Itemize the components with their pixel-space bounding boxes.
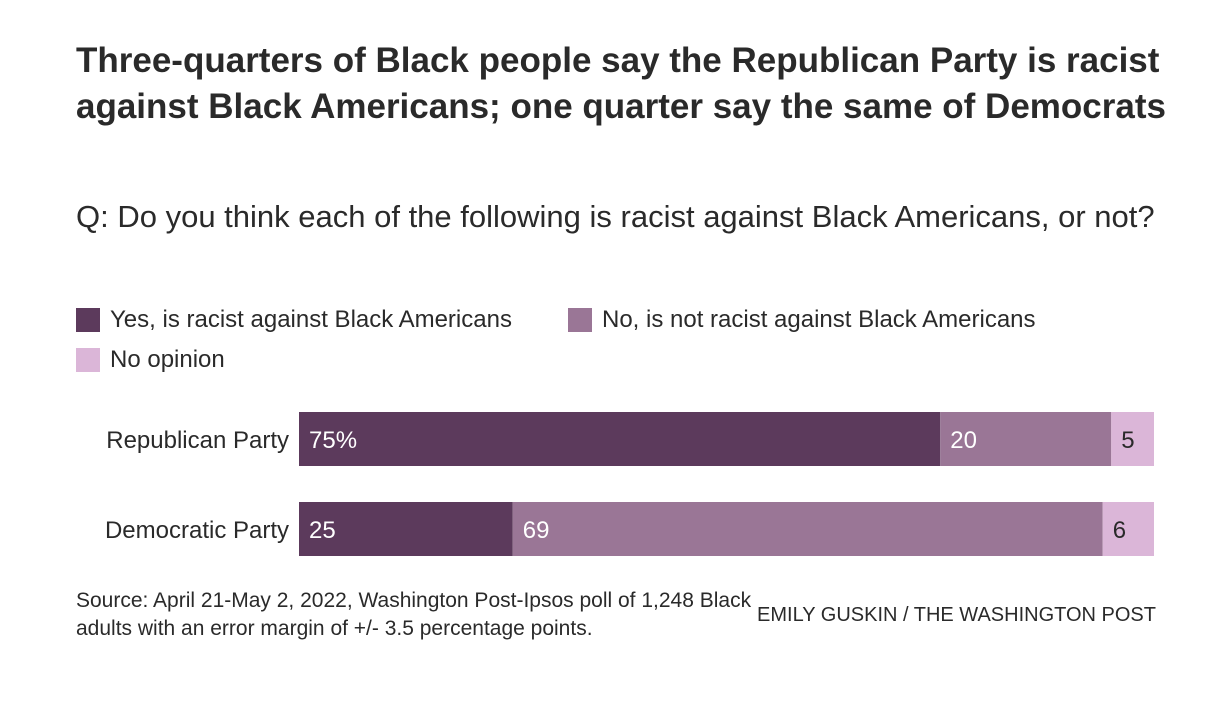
legend-swatch-yes <box>76 308 100 332</box>
bar-segment-republican-party-series-0 <box>299 412 941 466</box>
data-label-democratic-party-series-0: 25 <box>309 517 336 544</box>
chart-svg: Republican Party 75% 20 5 Democratic Party 25… <box>105 412 1154 556</box>
bar-segment-democratic-party-series-2 <box>1102 502 1154 556</box>
legend-item-no: No, is not racist against Black American… <box>568 306 1036 334</box>
legend-label-no: No, is not racist against Black American… <box>602 306 1036 333</box>
bar-segment-democratic-party-series-0 <box>299 502 513 556</box>
legend-label-yes: Yes, is racist against Black Americans <box>110 306 512 333</box>
chart-subtitle: Q: Do you think each of the following is… <box>76 199 1155 234</box>
bar-segment-republican-party-series-2 <box>1111 412 1154 466</box>
data-label-democratic-party-series-2: 6 <box>1113 517 1126 544</box>
data-label-democratic-party-series-1: 69 <box>523 517 550 544</box>
data-label-republican-party-series-0: 75% <box>309 427 357 454</box>
legend-item-no-opinion: No opinion <box>76 346 225 374</box>
legend-item-yes: Yes, is racist against Black Americans <box>76 306 512 334</box>
data-label-republican-party-series-1: 20 <box>950 427 977 454</box>
data-label-republican-party-series-2: 5 <box>1121 427 1134 454</box>
legend-swatch-no <box>568 308 592 332</box>
category-label-republican-party: Republican Party <box>106 427 289 454</box>
source-note: Source: April 21-May 2, 2022, Washington… <box>76 589 752 640</box>
legend-label-no-opinion: No opinion <box>110 346 225 373</box>
stacked-bar-chart: Republican Party 75% 20 5 Democratic Party 25… <box>0 400 1216 570</box>
credit-line: EMILY GUSKIN / THE WASHINGTON POST <box>757 604 1156 626</box>
category-label-democratic-party: Democratic Party <box>105 517 289 544</box>
chart-title: Three-quarters of Black people say the R… <box>76 41 1166 126</box>
legend-swatch-no-opinion <box>76 348 100 372</box>
bar-segment-democratic-party-series-1 <box>512 502 1103 556</box>
bar-segment-republican-party-series-1 <box>940 412 1112 466</box>
